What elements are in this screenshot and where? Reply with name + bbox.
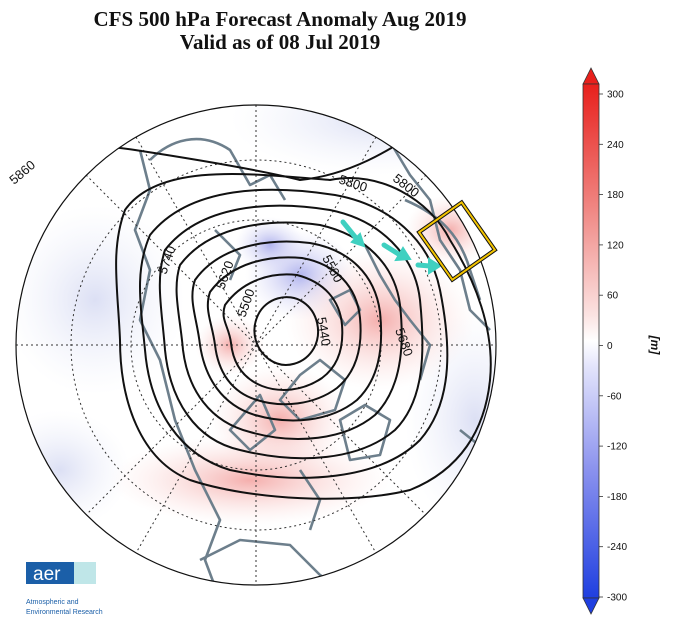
colorbar-tick-label: -180 bbox=[607, 492, 627, 503]
colorbar-tick-label: 180 bbox=[607, 190, 624, 201]
colorbar-ticks: 300 240 180 120 60 0 -60 -120 -180 -240 -300 bbox=[599, 90, 627, 604]
aer-logo: aer Atmospheric and Environmental Resear… bbox=[26, 562, 103, 616]
contour-label-5860: 5860 bbox=[6, 157, 38, 187]
colorbar: 300 240 180 120 60 0 -60 -120 -180 -240 -300 [m] bbox=[582, 67, 662, 615]
colorbar-max-arrow-icon bbox=[582, 67, 600, 85]
colorbar-unit: [m] bbox=[648, 335, 662, 356]
colorbar-tick-label: -240 bbox=[607, 542, 627, 553]
logo-line-2: Environmental Research bbox=[26, 609, 103, 616]
highlight-box bbox=[416, 199, 498, 283]
colorbar-tick-label: 0 bbox=[607, 341, 613, 352]
map-border bbox=[15, 104, 497, 586]
graticule bbox=[16, 105, 496, 585]
colorbar-bar bbox=[582, 83, 600, 599]
colorbar-tick-label: 120 bbox=[607, 240, 624, 251]
map-title: CFS 500 hPa Forecast Anomaly Aug 2019 bbox=[93, 7, 467, 31]
annotation-arrow-icon bbox=[415, 257, 442, 275]
colorbar-tick-label: 240 bbox=[607, 140, 624, 151]
logo-line-1: Atmospheric and bbox=[26, 599, 79, 606]
contour-label-5440: 5440 bbox=[314, 316, 334, 347]
colorbar-tick-label: -120 bbox=[607, 442, 627, 453]
colorbar-tick-label: 300 bbox=[607, 90, 624, 101]
colorbar-tick-label: 60 bbox=[607, 291, 619, 302]
annotations bbox=[340, 199, 498, 283]
colorbar-tick-label: -60 bbox=[607, 391, 622, 402]
colorbar-tick-label: -300 bbox=[607, 593, 627, 604]
logo-accent bbox=[74, 562, 96, 584]
annotation-arrow-icon bbox=[340, 219, 366, 248]
annotation-arrow-icon bbox=[381, 242, 412, 262]
map-disc bbox=[16, 105, 496, 585]
anomaly-shading bbox=[16, 105, 496, 530]
map-subtitle: Valid as of 08 Jul 2019 bbox=[179, 30, 381, 54]
colorbar-min-arrow-icon bbox=[582, 597, 600, 615]
logo-text: aer bbox=[33, 564, 61, 585]
